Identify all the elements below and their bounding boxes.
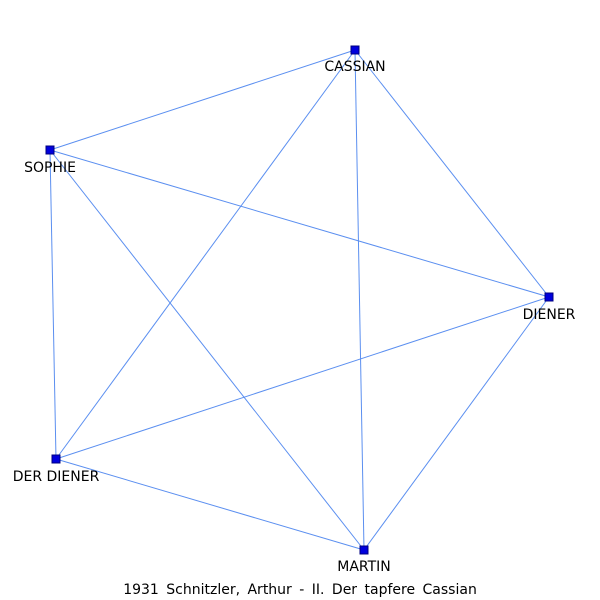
node-martin[interactable]	[359, 545, 369, 555]
edge-sophie-martin	[49, 149, 365, 551]
labels-layer: CASSIAN SOPHIE DIENER DER DIENER MARTIN	[13, 59, 576, 575]
edge-cassian-diener	[354, 49, 550, 298]
edge-diener-martin	[363, 296, 550, 551]
node-label-diener: DIENER	[523, 307, 576, 323]
edge-cassian-martin	[354, 49, 365, 551]
node-label-sophie: SOPHIE	[24, 160, 76, 176]
edge-sophie-diener	[49, 149, 550, 298]
node-der-diener[interactable]	[51, 454, 61, 464]
graph-caption: 1931 Schnitzler, Arthur - II. Der tapfer…	[123, 582, 477, 598]
edge-sophie-cassian	[49, 49, 356, 151]
edges-layer	[49, 49, 550, 551]
nodes-layer	[45, 45, 554, 555]
node-cassian[interactable]	[350, 45, 360, 55]
edge-diener-der-diener	[55, 296, 550, 460]
node-diener[interactable]	[544, 292, 554, 302]
edge-sophie-der-diener	[49, 149, 57, 460]
node-sophie[interactable]	[45, 145, 55, 155]
node-label-der-diener: DER DIENER	[13, 469, 100, 485]
edge-cassian-der-diener	[55, 49, 356, 460]
node-label-martin: MARTIN	[337, 559, 391, 575]
node-label-cassian: CASSIAN	[324, 59, 385, 75]
edge-der-diener-martin	[55, 458, 365, 551]
